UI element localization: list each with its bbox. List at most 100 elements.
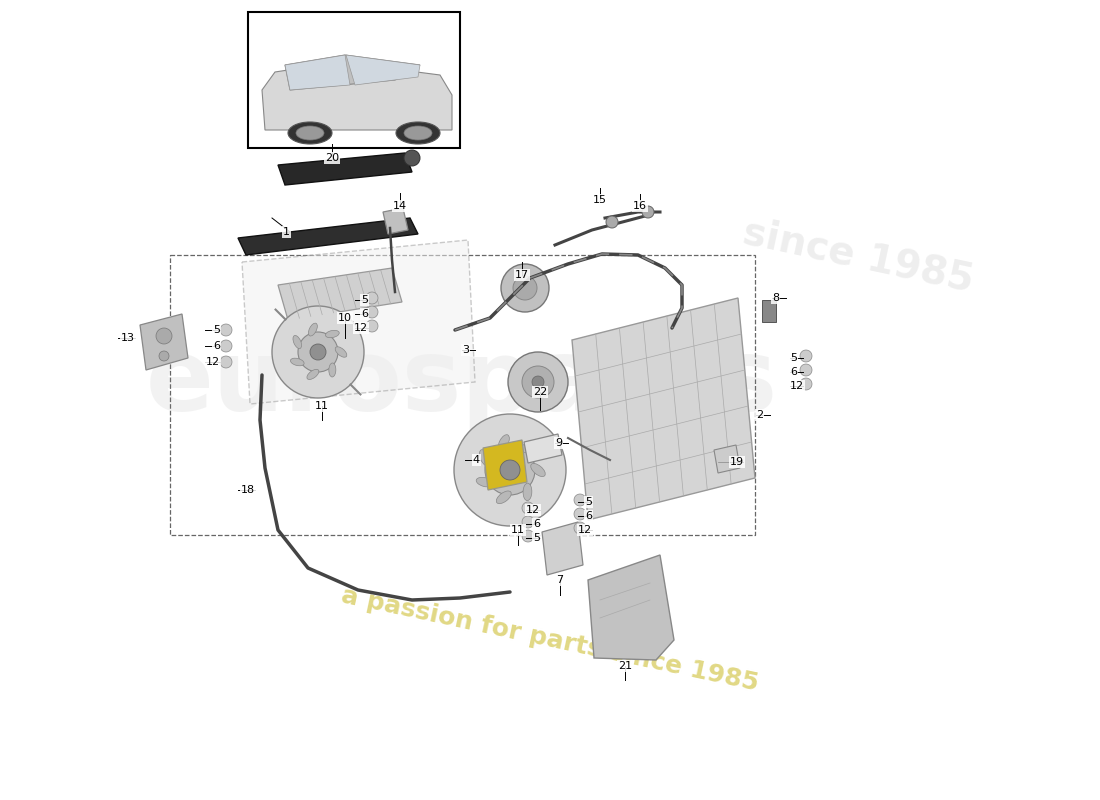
Circle shape [574, 494, 586, 506]
Circle shape [513, 276, 537, 300]
Text: 20: 20 [324, 153, 339, 163]
Polygon shape [383, 208, 408, 234]
Text: 12: 12 [526, 505, 540, 515]
Text: 13: 13 [121, 333, 135, 343]
Polygon shape [346, 55, 420, 85]
Text: 5: 5 [585, 497, 592, 507]
Ellipse shape [480, 450, 491, 466]
Text: 14: 14 [393, 201, 407, 211]
Text: 5: 5 [361, 295, 368, 305]
Polygon shape [238, 218, 418, 255]
Text: 12: 12 [206, 357, 220, 367]
Circle shape [454, 414, 566, 526]
Circle shape [522, 502, 534, 514]
Circle shape [310, 344, 326, 360]
Circle shape [606, 216, 618, 228]
Ellipse shape [288, 122, 332, 144]
Circle shape [522, 530, 534, 542]
Circle shape [485, 445, 535, 495]
Polygon shape [714, 445, 740, 473]
Ellipse shape [530, 463, 546, 477]
Text: 19: 19 [730, 457, 744, 467]
Text: 21: 21 [618, 661, 632, 671]
Bar [248, 12, 460, 148]
Polygon shape [524, 434, 562, 463]
Text: 12: 12 [354, 323, 368, 333]
Polygon shape [242, 240, 475, 404]
Circle shape [574, 508, 586, 520]
Polygon shape [140, 314, 188, 370]
Circle shape [522, 516, 534, 528]
Text: 6: 6 [585, 511, 592, 521]
Text: 5: 5 [790, 353, 798, 363]
Circle shape [508, 352, 568, 412]
Text: 5: 5 [213, 325, 220, 335]
Circle shape [500, 264, 549, 312]
Ellipse shape [476, 478, 493, 487]
Ellipse shape [293, 335, 301, 349]
Circle shape [500, 460, 520, 480]
Ellipse shape [296, 126, 324, 140]
Circle shape [272, 306, 364, 398]
Circle shape [574, 522, 586, 534]
Circle shape [220, 356, 232, 368]
Circle shape [532, 376, 544, 388]
Text: 1: 1 [283, 227, 290, 237]
Ellipse shape [498, 434, 509, 450]
Ellipse shape [307, 370, 319, 379]
Ellipse shape [308, 323, 317, 336]
Text: 2: 2 [756, 410, 763, 420]
Polygon shape [278, 153, 412, 185]
Text: 3: 3 [462, 345, 469, 355]
Ellipse shape [329, 363, 336, 377]
Text: 6: 6 [213, 341, 220, 351]
Circle shape [800, 364, 812, 376]
Polygon shape [542, 522, 583, 575]
Polygon shape [285, 55, 420, 90]
Text: 11: 11 [315, 401, 329, 411]
Circle shape [366, 306, 378, 318]
Text: eurospares: eurospares [146, 335, 778, 433]
Polygon shape [278, 268, 402, 320]
Text: 22: 22 [532, 387, 547, 397]
Circle shape [160, 351, 169, 361]
Polygon shape [572, 298, 755, 520]
Text: 16: 16 [632, 201, 647, 211]
Circle shape [522, 366, 554, 398]
Text: 6: 6 [790, 367, 798, 377]
Circle shape [366, 292, 378, 304]
Circle shape [156, 328, 172, 344]
Circle shape [800, 350, 812, 362]
Text: 15: 15 [593, 195, 607, 205]
Text: 5: 5 [534, 533, 540, 543]
Ellipse shape [396, 122, 440, 144]
Circle shape [220, 340, 232, 352]
Ellipse shape [524, 483, 531, 501]
Bar [762, 300, 776, 322]
Text: 18: 18 [241, 485, 255, 495]
Ellipse shape [519, 443, 536, 453]
Polygon shape [483, 440, 527, 490]
Text: a passion for parts since 1985: a passion for parts since 1985 [339, 584, 761, 696]
Circle shape [642, 206, 654, 218]
Text: 8: 8 [772, 293, 779, 303]
Text: 17: 17 [515, 270, 529, 280]
Polygon shape [588, 555, 674, 660]
Ellipse shape [290, 358, 304, 366]
Text: 12: 12 [790, 381, 804, 391]
Text: 11: 11 [512, 525, 525, 535]
Text: 7: 7 [557, 575, 563, 585]
Ellipse shape [404, 126, 432, 140]
Text: 6: 6 [361, 309, 368, 319]
Text: since 1985: since 1985 [739, 213, 977, 299]
Polygon shape [285, 55, 350, 90]
Circle shape [366, 320, 378, 332]
Ellipse shape [326, 330, 339, 338]
Ellipse shape [336, 346, 346, 358]
Text: 6: 6 [534, 519, 540, 529]
Text: 4: 4 [473, 455, 480, 465]
Circle shape [800, 378, 812, 390]
Text: 10: 10 [338, 313, 352, 323]
Ellipse shape [496, 491, 512, 504]
Text: 12: 12 [578, 525, 592, 535]
